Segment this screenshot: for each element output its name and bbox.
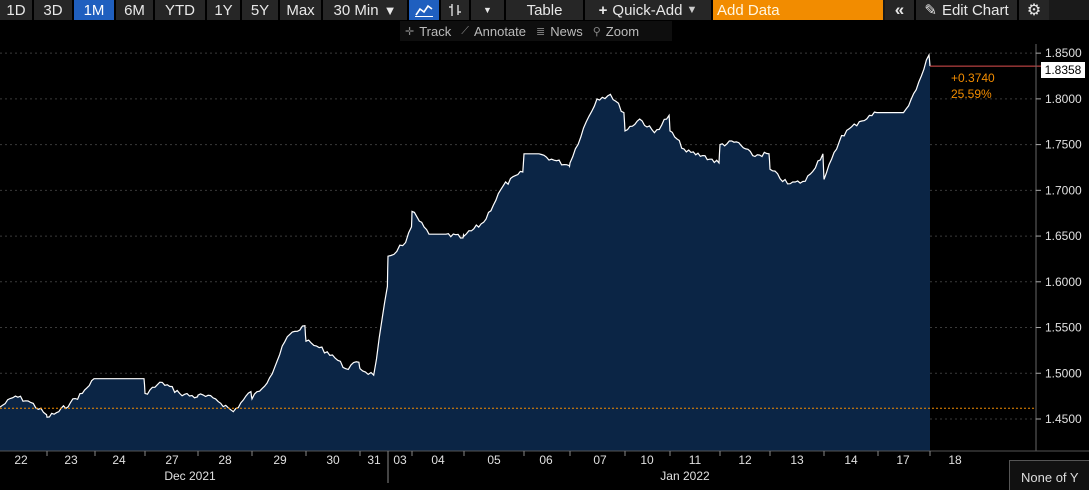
- gear-icon: ⚙: [1026, 2, 1042, 19]
- change-percent: 25.59%: [951, 87, 992, 101]
- x-tick-label: 12: [738, 453, 752, 467]
- zoom-tool[interactable]: ⚲ Zoom: [588, 24, 644, 39]
- range-1d-button[interactable]: 1D: [0, 0, 34, 20]
- x-group-label: Jan 2022: [660, 469, 710, 483]
- table-button[interactable]: Table: [506, 0, 585, 20]
- range-6m-button[interactable]: 6M: [116, 0, 155, 20]
- x-tick-label: 24: [112, 453, 126, 467]
- x-tick-label: 11: [689, 453, 702, 467]
- annotate-tool[interactable]: ⟋ Annotate: [456, 24, 531, 39]
- x-tick-label: 10: [640, 453, 654, 467]
- quick-add-button[interactable]: + Quick-Add ▼: [585, 0, 713, 20]
- change-value: +0.3740: [951, 71, 995, 85]
- settings-button[interactable]: ⚙: [1019, 0, 1049, 20]
- y-tick-label: 1.5500: [1045, 321, 1082, 335]
- range-1m-button[interactable]: 1M: [74, 0, 116, 20]
- x-tick-label: 04: [431, 453, 445, 467]
- x-group-label: Dec 2021: [164, 469, 216, 483]
- x-tick-label: 13: [790, 453, 804, 467]
- y-tick-label: 1.7500: [1045, 138, 1082, 152]
- range-3d-button[interactable]: 3D: [34, 0, 74, 20]
- caret-down-icon: ▼: [483, 5, 492, 15]
- x-tick-label: 22: [14, 453, 28, 467]
- x-tick-label: 07: [593, 453, 607, 467]
- x-tick-label: 29: [273, 453, 287, 467]
- news-icon: ≣: [536, 25, 546, 38]
- x-tick-label: 23: [64, 453, 78, 467]
- quick-add-label: Quick-Add: [612, 1, 683, 19]
- x-tick-label: 03: [393, 453, 407, 467]
- y-tick-label: 1.8000: [1045, 92, 1082, 106]
- x-tick-label: 17: [896, 453, 910, 467]
- x-tick-label: 30: [326, 453, 340, 467]
- y-tick-label: 1.6000: [1045, 275, 1082, 289]
- toolbar: 1D 3D 1M 6M YTD 1Y 5Y Max 30 Min ▼ ▼ Tab…: [0, 0, 1089, 20]
- bar-chart-type-button[interactable]: [441, 0, 471, 20]
- crosshair-icon: ✛: [405, 25, 415, 38]
- pencil-icon: ✎: [924, 2, 937, 19]
- x-tick-label: 28: [218, 453, 232, 467]
- x-tick-label: 06: [539, 453, 553, 467]
- legend-popup[interactable]: None of Y: [1009, 460, 1089, 490]
- x-tick-label: 31: [367, 453, 381, 467]
- interval-label: 30 Min: [333, 1, 379, 19]
- range-ytd-button[interactable]: YTD: [155, 0, 207, 20]
- x-axis: 22 23 24 27 28 29 30 31 03 04 05 06 07 10 11 12 13 14 17 18…: [0, 450, 1089, 483]
- y-tick-label: 1.6500: [1045, 229, 1082, 243]
- y-tick-label: 1.8500: [1045, 46, 1082, 60]
- edit-chart-label: Edit Chart: [941, 1, 1009, 19]
- zoom-icon: ⚲: [592, 25, 601, 38]
- range-1y-button[interactable]: 1Y: [207, 0, 242, 20]
- ohlc-bars-icon: [449, 4, 461, 16]
- price-area-fill: [0, 55, 930, 451]
- zoom-label: Zoom: [605, 23, 640, 39]
- track-tool[interactable]: ✛ Track: [400, 24, 456, 39]
- caret-down-icon: ▼: [383, 2, 397, 18]
- last-price-badge: 1.8358: [1041, 62, 1085, 78]
- x-tick-label: 14: [844, 453, 858, 467]
- y-tick-label: 1.4500: [1045, 412, 1082, 426]
- news-label: News: [550, 23, 583, 39]
- price-line: [0, 52, 931, 418]
- edit-chart-button[interactable]: ✎ Edit Chart: [916, 0, 1019, 20]
- range-max-button[interactable]: Max: [280, 0, 323, 20]
- line-chart-icon: [415, 4, 433, 17]
- track-label: Track: [419, 23, 452, 39]
- collapse-button[interactable]: «: [885, 0, 916, 20]
- x-tick-label: 05: [487, 453, 501, 467]
- y-tick-label: 1.7000: [1045, 183, 1082, 197]
- annotate-line-icon: ⟋: [461, 24, 469, 37]
- interval-dropdown[interactable]: 30 Min ▼: [323, 0, 409, 20]
- y-axis: 1.4500 1.5000 1.5500 1.6000 1.6500 1.7000 1.75…: [1035, 44, 1082, 451]
- range-5y-button[interactable]: 5Y: [242, 0, 280, 20]
- double-chevron-left-icon: «: [894, 0, 905, 19]
- add-data-input[interactable]: [713, 0, 883, 20]
- chart-type-dropdown[interactable]: ▼: [471, 0, 506, 20]
- x-tick-label: 18: [948, 453, 962, 467]
- x-tick-label: 27: [165, 453, 179, 467]
- annotate-label: Annotate: [473, 23, 526, 39]
- y-tick-label: 1.5000: [1045, 366, 1082, 380]
- plus-icon: +: [598, 1, 608, 19]
- caret-down-icon: ▼: [686, 4, 698, 16]
- line-chart-type-button[interactable]: [409, 0, 441, 20]
- chart-tools-bar: ✛ Track ⟋ Annotate ≣ News ⚲ Zoom: [400, 21, 672, 41]
- news-tool[interactable]: ≣ News: [531, 24, 588, 39]
